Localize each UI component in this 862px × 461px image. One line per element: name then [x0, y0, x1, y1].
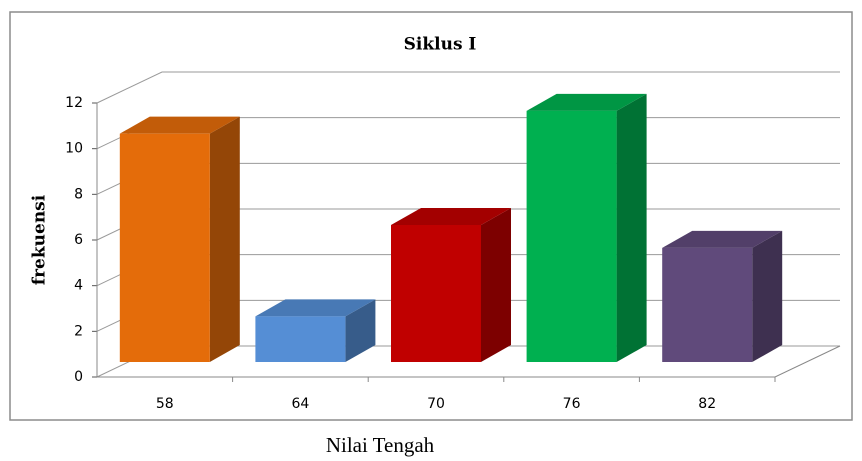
y-tick-label: 8	[74, 186, 83, 202]
bar-side	[616, 93, 647, 362]
bar-top	[391, 208, 511, 225]
bar-side	[481, 208, 511, 362]
bar-side	[345, 299, 376, 362]
bar	[119, 133, 210, 362]
bar-top	[119, 116, 240, 134]
x-tick-label: 70	[427, 396, 445, 412]
y-axis-label: frekuensi	[30, 194, 50, 285]
x-tick-label: 82	[698, 396, 716, 412]
bar-top	[526, 93, 647, 111]
bar	[526, 110, 617, 362]
x-tick-label: 58	[156, 396, 174, 412]
y-tick-label: 12	[65, 95, 83, 111]
bar-side	[752, 230, 783, 362]
y-tick-label: 2	[74, 323, 83, 339]
chart-title: Siklus I	[404, 35, 477, 55]
bar-side	[209, 116, 240, 363]
bar-top	[255, 299, 376, 317]
y-tick-label: 4	[74, 278, 83, 294]
x-tick-label: 64	[291, 396, 309, 412]
bar	[662, 247, 753, 362]
bar	[391, 225, 481, 362]
bar	[255, 316, 346, 362]
x-tick-label: 76	[563, 396, 581, 412]
grid-line	[96, 71, 840, 104]
y-tick-label: 6	[74, 232, 83, 248]
x-axis-label: Nilai Tengah	[326, 433, 435, 457]
bar-top	[662, 230, 783, 248]
y-tick-label: 10	[65, 141, 83, 157]
y-tick-label: 0	[74, 369, 83, 385]
